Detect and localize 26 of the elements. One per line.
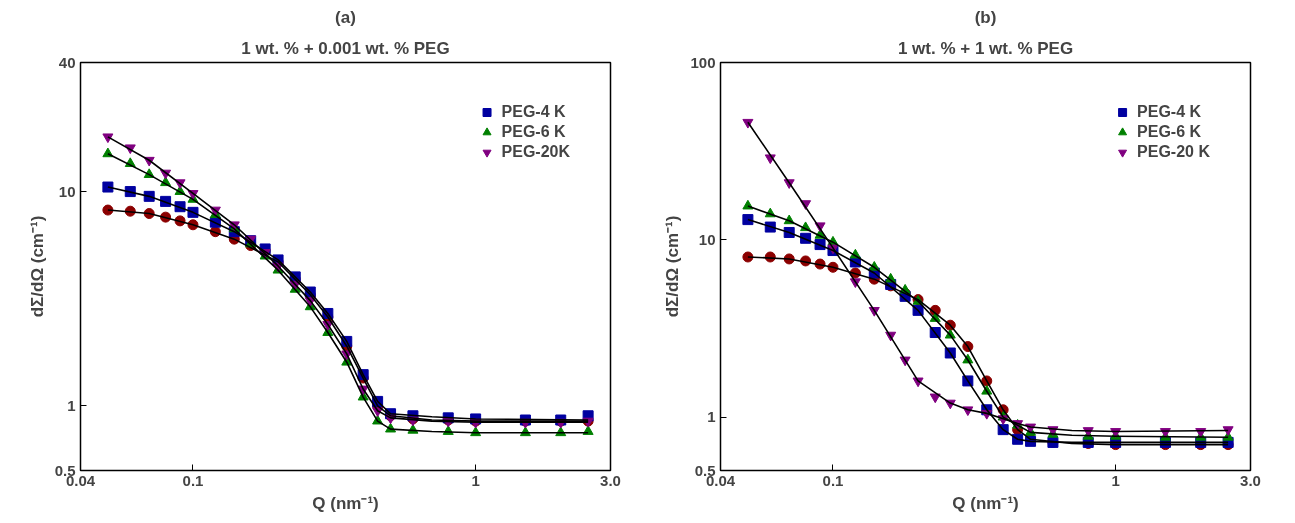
x-tick-label: 3.0: [600, 471, 621, 489]
y-tick-label: 10: [58, 182, 76, 200]
x-tick-label: 1: [1111, 471, 1120, 489]
y-axis-title: dΣ/dΩ (cm⁻¹): [663, 215, 683, 318]
x-axis-title: Q (nm⁻¹): [952, 493, 1019, 513]
chart-subtitle: 1 wt. % + 1 wt. % PEG: [897, 38, 1074, 58]
x-tick-label: 0.1: [182, 471, 204, 489]
legend-label: PEG-6 K: [1137, 123, 1202, 141]
x-tick-label: 1: [471, 471, 480, 489]
x-tick-label: 3.0: [1240, 471, 1261, 489]
y-tick-label: 10: [698, 230, 716, 248]
chart-title: (b): [974, 7, 997, 27]
legend-label: PEG-20K: [501, 143, 570, 161]
x-axis-title: Q (nm⁻¹): [312, 493, 379, 513]
y-tick-label: 1: [707, 408, 716, 426]
chart-title: (a): [335, 7, 356, 27]
chart-subtitle: 1 wt. % + 0.001 wt. % PEG: [241, 38, 450, 58]
legend-label: PEG-20 K: [1137, 143, 1210, 161]
y-axis-title: dΣ/dΩ (cm⁻¹): [27, 215, 47, 318]
y-tick-label: 1: [67, 396, 76, 414]
y-tick-label: 40: [58, 53, 76, 71]
x-tick-label: 0.1: [822, 471, 844, 489]
legend-label: PEG-4 K: [1137, 103, 1202, 121]
legend-label: PEG-6 K: [501, 123, 566, 141]
y-tick-label: 100: [690, 53, 716, 71]
legend-label: PEG-4 K: [501, 103, 566, 121]
